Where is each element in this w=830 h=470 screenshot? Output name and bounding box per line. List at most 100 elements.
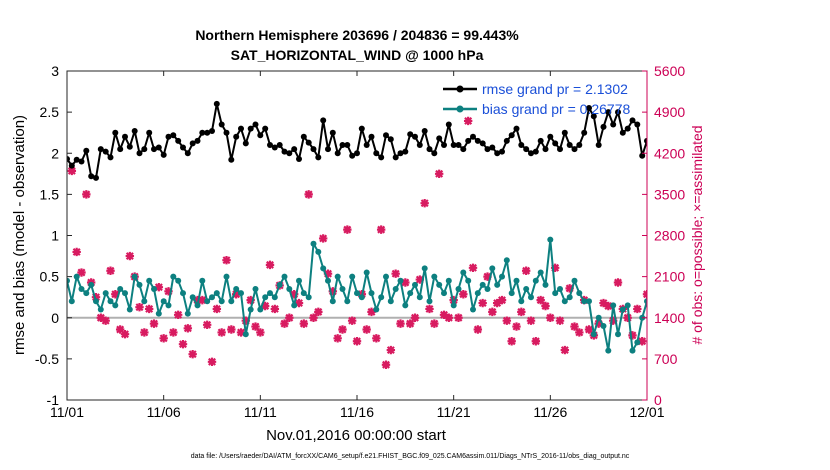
bias-point <box>276 281 283 288</box>
rmse-point <box>67 156 70 162</box>
rmse-point <box>523 146 530 153</box>
obs-assimilated-marker <box>454 313 463 322</box>
obs-assimilated-marker <box>72 247 81 257</box>
bias-point <box>373 306 380 313</box>
rmse-point <box>576 142 583 148</box>
rmse-point <box>344 142 351 148</box>
x-tick-label: 11/06 <box>147 404 181 420</box>
rmse-point <box>97 146 104 153</box>
y-tick-label: 0.5 <box>40 269 60 285</box>
rmse-point <box>204 129 211 136</box>
bias-point <box>600 323 607 329</box>
obs-assimilated-marker <box>82 190 91 199</box>
bias-point <box>445 277 452 284</box>
rmse-point <box>378 154 385 161</box>
obs-assimilated-marker <box>396 319 405 328</box>
rmse-point <box>93 174 99 181</box>
rmse-point <box>286 150 293 157</box>
rmse-point <box>474 137 481 144</box>
obs-assimilated-marker <box>492 298 502 308</box>
obs-assimilated-marker <box>633 304 642 314</box>
obs-assimilated-marker <box>318 234 328 243</box>
y2-tick-label: 4900 <box>654 104 685 120</box>
obs-assimilated-marker <box>169 328 178 337</box>
rmse-point <box>412 133 418 140</box>
bias-point <box>629 347 636 354</box>
obs-assimilated-marker <box>202 320 212 329</box>
obs-assimilated-marker <box>260 301 270 311</box>
obs-assimilated-marker <box>637 337 647 346</box>
obs-assimilated-marker <box>280 319 289 328</box>
rmse-point <box>170 132 177 139</box>
bias-point <box>354 290 360 297</box>
bias-point <box>257 306 264 313</box>
legend: rmse grand pr = 2.1302 bias grand pr = 0… <box>443 81 630 117</box>
x-tick-label: 11/21 <box>437 404 471 420</box>
obs-assimilated-marker <box>401 278 410 287</box>
obs-assimilated-marker <box>536 295 545 305</box>
bias-point <box>175 277 182 284</box>
rmse-point <box>136 150 143 157</box>
rmse-point <box>615 109 621 116</box>
bias-point <box>189 294 196 301</box>
rmse-point <box>489 144 496 151</box>
bias-point <box>320 265 327 272</box>
bias-point <box>455 286 462 292</box>
bias-point <box>300 290 307 297</box>
obs-assimilated-marker <box>517 307 526 317</box>
bias-point <box>286 286 293 292</box>
rmse-point <box>465 137 472 144</box>
rmse-point <box>707 124 713 130</box>
obs-assimilated-marker <box>420 198 429 208</box>
rmse-point <box>126 143 133 150</box>
obs-assimilated-marker <box>347 316 357 325</box>
bias-point <box>209 294 215 301</box>
obs-assimilated-marker <box>222 255 231 265</box>
rmse-point <box>383 132 389 139</box>
rmse-point <box>276 142 283 148</box>
rmse-point <box>678 138 684 144</box>
obs-assimilated-marker <box>178 339 188 349</box>
bias-point <box>707 290 713 296</box>
bias-point <box>97 306 104 313</box>
rmse-point <box>479 140 486 147</box>
y-tick-label: 1 <box>51 228 59 244</box>
bias-point <box>151 286 157 292</box>
rmse-point <box>117 146 124 153</box>
bias-point <box>610 302 617 309</box>
bias-point <box>590 331 597 338</box>
obs-assimilated-marker <box>333 334 342 343</box>
rmse-point <box>441 142 447 148</box>
bias-point <box>155 310 162 317</box>
bias-point <box>262 294 269 301</box>
bias-point <box>717 261 723 267</box>
rmse-point <box>508 132 515 139</box>
bias-point <box>368 290 375 297</box>
rmse-point <box>368 133 375 140</box>
obs-assimilated-marker <box>391 269 400 278</box>
rmse-point <box>73 156 80 163</box>
rmse-point <box>358 125 365 132</box>
rmse-point <box>639 152 646 159</box>
rmse-point <box>605 109 612 116</box>
rmse-point <box>484 146 491 153</box>
y-axis-left: -1 -0.5 0 0.5 1 1.5 2 2.5 3 <box>35 63 72 408</box>
rmse-point <box>281 148 288 155</box>
rmse-point <box>547 133 554 140</box>
obs-assimilated-marker <box>541 301 550 311</box>
obs-assimilated-marker <box>608 316 618 325</box>
obs-assimilated-marker <box>338 325 347 334</box>
obs-assimilated-marker <box>488 307 497 317</box>
bias-point <box>112 302 119 309</box>
obs-assimilated-marker <box>628 331 637 340</box>
bias-point <box>644 298 647 305</box>
bias-point <box>358 294 365 301</box>
obs-assimilated-marker <box>430 319 439 328</box>
obs-assimilated-marker <box>720 284 728 292</box>
obs-assimilated-marker <box>507 337 516 346</box>
rmse-point <box>557 146 563 153</box>
bias-point <box>83 290 90 297</box>
bias-point <box>160 298 167 305</box>
rmse-point <box>470 133 476 140</box>
bias-point <box>712 282 718 288</box>
